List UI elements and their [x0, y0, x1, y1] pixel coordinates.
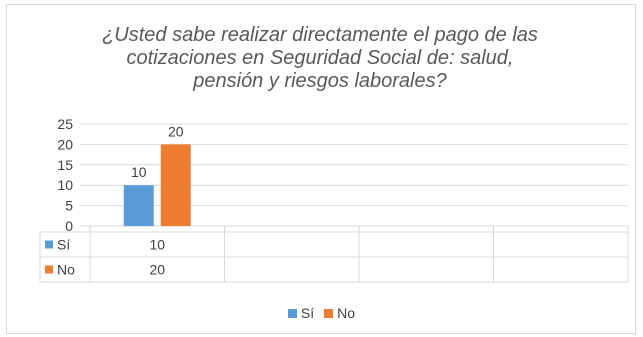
chart-frame: [6, 4, 636, 334]
chart-title-line-3: pensión y riesgos laborales?: [193, 70, 447, 92]
bar-si: [123, 185, 154, 226]
y-tick-label-15: 15: [57, 157, 73, 173]
legend-label-si: Sí: [300, 305, 315, 321]
chart-title-line-2: cotizaciones en Seguridad Social de: sal…: [126, 47, 514, 69]
legend-item-no: No: [324, 305, 355, 321]
data-label-no: 20: [168, 123, 184, 139]
data-label-si: 10: [131, 164, 147, 180]
chart-legend: Sí No: [0, 305, 643, 321]
y-tick-label-20: 20: [57, 136, 73, 152]
chart-title-line-1: ¿Usted sabe realizar directamente el pag…: [102, 24, 538, 46]
table-value-si: 10: [149, 237, 165, 253]
table-value-no: 20: [149, 262, 165, 278]
y-tick-label-10: 10: [57, 177, 73, 193]
table-swatch-no: [45, 265, 53, 274]
y-tick-label-25: 25: [57, 116, 73, 132]
legend-swatch-no: [324, 308, 334, 318]
chart-title: ¿Usted sabe realizar directamente el pag…: [40, 24, 600, 93]
y-tick-label-5: 5: [65, 198, 73, 214]
table-series-label-no: No: [57, 262, 75, 278]
table-swatch-si: [45, 240, 53, 249]
y-tick-label-0: 0: [65, 218, 73, 234]
legend-swatch-si: [287, 308, 297, 318]
legend-label-no: No: [337, 305, 356, 321]
table-series-label-si: Sí: [57, 237, 70, 253]
bar-no: [160, 144, 191, 226]
legend-item-si: Sí: [287, 305, 315, 321]
